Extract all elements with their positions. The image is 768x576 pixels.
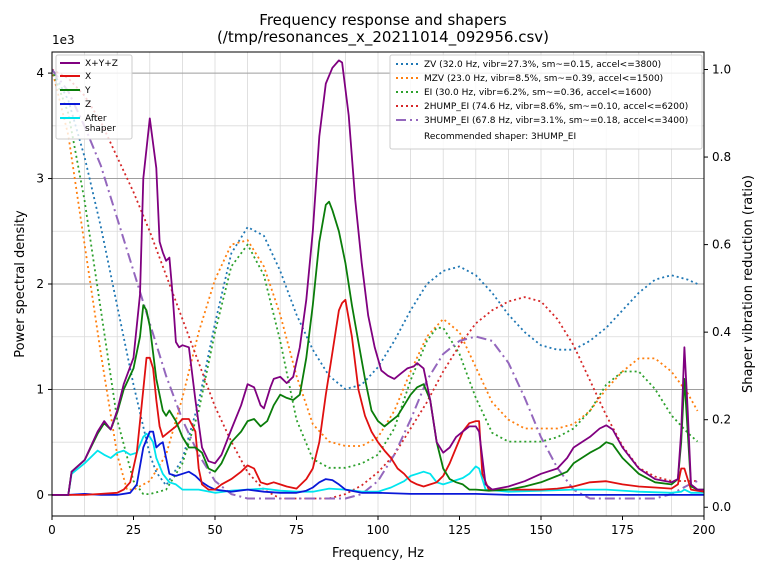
y2-tick-label: 0.8 [712, 150, 731, 164]
psd-line-x-y-z [52, 59, 704, 496]
y-axis-label: Power spectral density [13, 210, 28, 358]
y2-tick-label: 0.2 [712, 413, 731, 427]
legend-label-z: Z [85, 100, 91, 110]
psd-line-z [52, 430, 704, 496]
legend-label-after-shaper: After [85, 114, 107, 124]
shaper-line-ei [52, 69, 699, 496]
y2-tick-label: 0.0 [712, 500, 731, 514]
y-offset-text: 1e3 [52, 33, 75, 47]
x-tick-label: 200 [693, 523, 716, 537]
legend-label-after-shaper-cont: shaper [85, 124, 116, 134]
y-tick-label: 2 [36, 277, 44, 291]
shaper-lines [52, 68, 699, 500]
recommended-shaper-note: Recommended shaper: 3HUMP_EI [424, 132, 576, 142]
y-tick-label: 4 [36, 66, 44, 80]
x-tick-label: 175 [611, 523, 634, 537]
legend-label-zv: ZV (32.0 Hz, vibr=27.3%, sm~=0.15, accel… [424, 60, 661, 70]
legend-label-ei: EI (30.0 Hz, vibr=6.2%, sm~=0.36, accel<… [424, 88, 651, 98]
y2-tick-label: 0.4 [712, 325, 731, 339]
x-tick-label: 0 [48, 523, 56, 537]
y2-axis-label: Shaper vibration reduction (ratio) [741, 175, 756, 393]
chart-subtitle: (/tmp/resonances_x_20211014_092956.csv) [217, 28, 549, 47]
x-tick-label: 100 [367, 523, 390, 537]
psd-line-y [52, 200, 704, 496]
legend-label-x: X [85, 72, 91, 82]
x-axis-label: Frequency, Hz [332, 546, 424, 561]
legend-label-2hump-ei: 2HUMP_EI (74.6 Hz, vibr=8.6%, sm~=0.10, … [424, 102, 688, 112]
psd-line-x [52, 298, 704, 496]
legend-label-x-y-z: X+Y+Z [85, 59, 118, 69]
x-tick-label: 25 [126, 523, 141, 537]
shaper-line-2hump-ei [52, 68, 698, 500]
x-tick-label: 150 [530, 523, 553, 537]
psd-line-after-shaper [52, 432, 704, 496]
psd-lines [52, 59, 704, 496]
legend-label-y: Y [84, 86, 91, 96]
legend-right: ZV (32.0 Hz, vibr=27.3%, sm~=0.15, accel… [389, 54, 703, 150]
y2-tick-label: 0.6 [712, 238, 731, 252]
legend-label-mzv: MZV (23.0 Hz, vibr=8.5%, sm~=0.39, accel… [424, 74, 663, 84]
x-tick-label: 50 [207, 523, 222, 537]
y2-tick-label: 1.0 [712, 63, 731, 77]
ticks: 0 25 50 75 100 125 150 175 200 0 1 2 3 4 0.0 0.2 0.4 0.6 0… [36, 63, 731, 537]
shaper-line-zv [52, 69, 698, 487]
legend-label-3hump-ei: 3HUMP_EI (67.8 Hz, vibr=3.1%, sm~=0.18, … [424, 116, 688, 126]
legend-right-box [389, 54, 703, 150]
x-tick-label: 75 [289, 523, 304, 537]
y-tick-label: 3 [36, 172, 44, 186]
x-tick-label: 125 [448, 523, 471, 537]
y-tick-label: 1 [36, 382, 44, 396]
chart-title: Frequency response and shapers [259, 11, 507, 29]
y-tick-label: 0 [36, 488, 44, 502]
